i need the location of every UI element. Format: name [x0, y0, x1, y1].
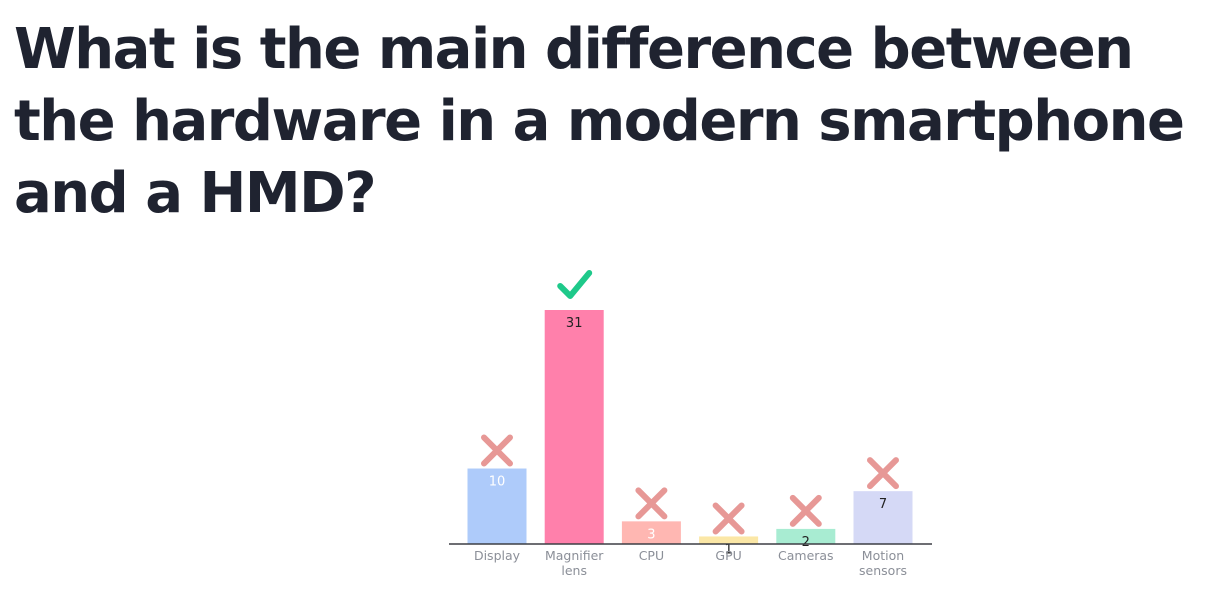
category-label-cameras: Cameras: [778, 548, 834, 563]
category-label-magnifier-lens: Magnifier lens: [545, 548, 604, 578]
value-label-gpu: 1: [724, 542, 732, 557]
bar-cameras: [776, 528, 836, 544]
incorrect-cross-icon: [635, 487, 668, 520]
category-label-display: Display: [474, 548, 521, 563]
category-label-cpu: CPU: [639, 548, 664, 563]
bar-magnifier-lens: [544, 310, 604, 544]
incorrect-cross-icon: [712, 502, 745, 535]
incorrect-cross-icon: [789, 494, 822, 527]
incorrect-cross-icon: [481, 434, 513, 467]
bar-motion-sensors: [853, 491, 913, 544]
value-label-motion-sensors: 7: [879, 497, 887, 512]
value-label-cameras: 2: [802, 535, 810, 550]
category-label-motion-sensors: Motion sensors: [859, 548, 907, 578]
bar-cpu: [621, 521, 681, 544]
value-label-display: 10: [489, 475, 506, 490]
bar-display: [467, 468, 527, 544]
bar-gpu: [699, 536, 759, 544]
category-label-gpu: GPU: [715, 548, 741, 563]
question-title: What is the main difference between the …: [14, 17, 1185, 226]
value-label-magnifier-lens: 31: [566, 316, 583, 331]
value-label-cpu: 3: [647, 527, 655, 542]
incorrect-cross-icon: [867, 457, 899, 490]
correct-check-icon: [557, 270, 593, 299]
